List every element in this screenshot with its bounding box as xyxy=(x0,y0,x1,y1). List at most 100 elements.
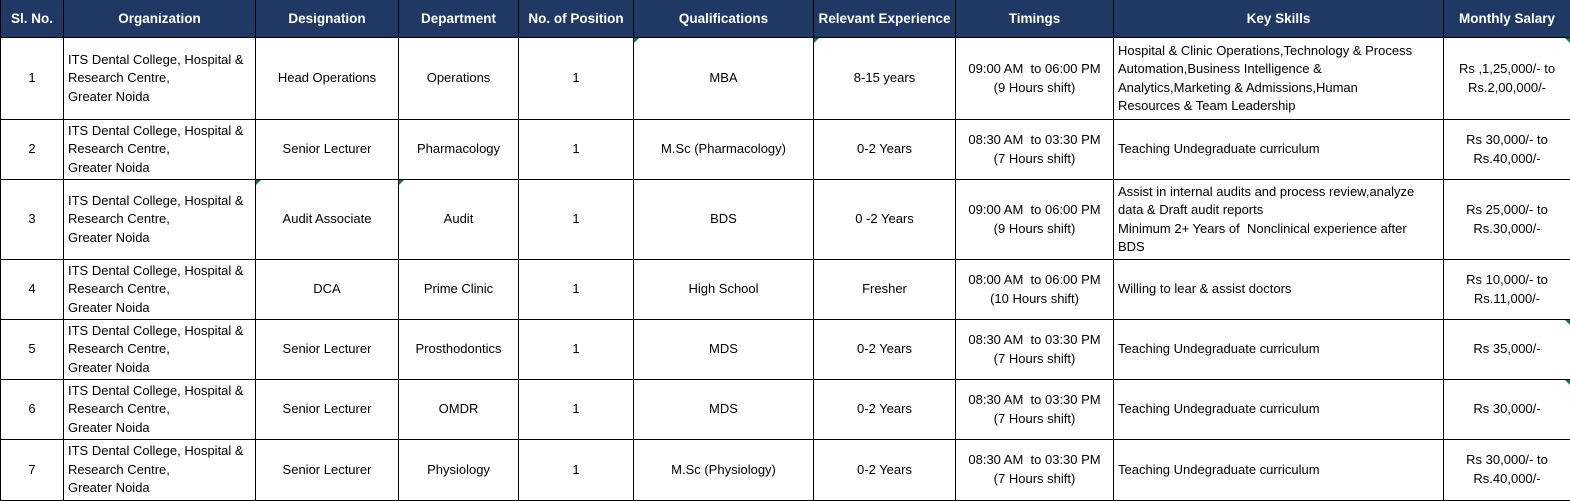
cell-relevant-experience[interactable]: 0-2 Years xyxy=(813,319,956,380)
cell-designation[interactable]: Head Operations xyxy=(255,37,399,120)
cell-sl-no[interactable]: 4 xyxy=(0,259,64,320)
cell-designation[interactable]: Senior Lecturer xyxy=(255,119,399,180)
cell-department[interactable]: Pharmacology xyxy=(398,119,519,180)
cell-relevant-experience[interactable]: 0-2 Years xyxy=(813,379,956,440)
cell-text: Rs 30,000/- xyxy=(1473,401,1541,417)
cell-monthly-salary[interactable]: Rs 35,000/- xyxy=(1443,319,1570,380)
cell-organization[interactable]: ITS Dental College, Hospital & Research … xyxy=(63,179,256,260)
cell-department[interactable]: OMDR xyxy=(398,379,519,440)
cell-text: 0-2 Years xyxy=(857,341,912,357)
cell-relevant-experience[interactable]: 0-2 Years xyxy=(813,439,956,501)
cell-text: Senior Lecturer xyxy=(282,141,372,157)
cell-no-of-position[interactable]: 1 xyxy=(518,379,634,440)
cell-text: Head Operations xyxy=(277,70,377,86)
header-designation[interactable]: Designation xyxy=(255,0,399,38)
error-indicator-icon xyxy=(256,180,261,185)
cell-designation[interactable]: Senior Lecturer xyxy=(255,319,399,380)
cell-key-skills[interactable]: Teaching Undegraduate curriculum xyxy=(1113,439,1444,501)
header-organization[interactable]: Organization xyxy=(63,0,256,38)
cell-key-skills[interactable]: Assist in internal audits and process re… xyxy=(1113,179,1444,260)
cell-qualifications[interactable]: MDS xyxy=(633,379,814,440)
cell-organization[interactable]: ITS Dental College, Hospital & Research … xyxy=(63,119,256,180)
cell-designation[interactable]: Senior Lecturer xyxy=(255,439,399,501)
cell-organization[interactable]: ITS Dental College, Hospital & Research … xyxy=(63,37,256,120)
cell-timings[interactable]: 08:30 AM to 03:30 PM (7 Hours shift) xyxy=(955,319,1114,380)
cell-sl-no[interactable]: 2 xyxy=(0,119,64,180)
cell-text: MDS xyxy=(709,341,738,357)
cell-timings[interactable]: 09:00 AM to 06:00 PM (9 Hours shift) xyxy=(955,37,1114,120)
cell-monthly-salary[interactable]: Rs 30,000/- to Rs.40,000/- xyxy=(1443,439,1570,501)
cell-monthly-salary[interactable]: Rs ,1,25,000/- to Rs.2,00,000/- xyxy=(1443,37,1570,120)
cell-monthly-salary[interactable]: Rs 10,000/- to Rs.11,000/- xyxy=(1443,259,1570,320)
cell-text: 09:00 AM to 06:00 PM (9 Hours shift) xyxy=(968,202,1101,236)
cell-organization[interactable]: ITS Dental College, Hospital & Research … xyxy=(63,439,256,501)
cell-text: Operations xyxy=(426,70,491,86)
cell-qualifications[interactable]: MDS xyxy=(633,319,814,380)
error-indicator-icon xyxy=(1565,38,1570,43)
cell-monthly-salary[interactable]: Rs 25,000/- to Rs.30,000/- xyxy=(1443,179,1570,260)
cell-department[interactable]: Prosthodontics xyxy=(398,319,519,380)
cell-monthly-salary[interactable]: Rs 30,000/- to Rs.40,000/- xyxy=(1443,119,1570,180)
cell-organization[interactable]: ITS Dental College, Hospital & Research … xyxy=(63,319,256,380)
cell-text: 1 xyxy=(572,281,580,297)
cell-relevant-experience[interactable]: 0 -2 Years xyxy=(813,179,956,260)
cell-organization[interactable]: ITS Dental College, Hospital & Research … xyxy=(63,379,256,440)
cell-organization[interactable]: ITS Dental College, Hospital & Research … xyxy=(63,259,256,320)
cell-department[interactable]: Prime Clinic xyxy=(398,259,519,320)
cell-monthly-salary[interactable]: Rs 30,000/- xyxy=(1443,379,1570,440)
cell-text: Willing to lear & assist doctors xyxy=(1118,281,1292,297)
cell-text: BDS xyxy=(710,211,737,227)
cell-text: ITS Dental College, Hospital & Research … xyxy=(68,262,244,315)
cell-timings[interactable]: 08:30 AM to 03:30 PM (7 Hours shift) xyxy=(955,439,1114,501)
cell-qualifications[interactable]: M.Sc (Physiology) xyxy=(633,439,814,501)
header-relevant-experience[interactable]: Relevant Experience xyxy=(813,0,956,38)
header-qualifications[interactable]: Qualifications xyxy=(633,0,814,38)
cell-sl-no[interactable]: 6 xyxy=(0,379,64,440)
cell-department[interactable]: Audit xyxy=(398,179,519,260)
header-key-skills[interactable]: Key Skills xyxy=(1113,0,1444,38)
cell-relevant-experience[interactable]: Fresher xyxy=(813,259,956,320)
cell-relevant-experience[interactable]: 0-2 Years xyxy=(813,119,956,180)
header-department[interactable]: Department xyxy=(398,0,519,38)
cell-key-skills[interactable]: Teaching Undegraduate curriculum xyxy=(1113,119,1444,180)
cell-timings[interactable]: 08:30 AM to 03:30 PM (7 Hours shift) xyxy=(955,119,1114,180)
cell-timings[interactable]: 08:00 AM to 06:00 PM (10 Hours shift) xyxy=(955,259,1114,320)
cell-relevant-experience[interactable]: 8-15 years xyxy=(813,37,956,120)
cell-department[interactable]: Operations xyxy=(398,37,519,120)
cell-qualifications[interactable]: High School xyxy=(633,259,814,320)
cell-text: M.Sc (Pharmacology) xyxy=(661,141,786,157)
header-sl-no[interactable]: Sl. No. xyxy=(0,0,64,38)
cell-sl-no[interactable]: 3 xyxy=(0,179,64,260)
header-timings[interactable]: Timings xyxy=(955,0,1114,38)
cell-key-skills[interactable]: Teaching Undegraduate curriculum xyxy=(1113,379,1444,440)
cell-timings[interactable]: 08:30 AM to 03:30 PM (7 Hours shift) xyxy=(955,379,1114,440)
cell-text: 1 xyxy=(572,141,580,157)
cell-department[interactable]: Physiology xyxy=(398,439,519,501)
cell-no-of-position[interactable]: 1 xyxy=(518,179,634,260)
cell-key-skills[interactable]: Hospital & Clinic Operations,Technology … xyxy=(1113,37,1444,120)
header-no-of-position[interactable]: No. of Position xyxy=(518,0,634,38)
cell-key-skills[interactable]: Teaching Undegraduate curriculum xyxy=(1113,319,1444,380)
cell-sl-no[interactable]: 7 xyxy=(0,439,64,501)
cell-designation[interactable]: Audit Associate xyxy=(255,179,399,260)
cell-key-skills[interactable]: Willing to lear & assist doctors xyxy=(1113,259,1444,320)
cell-no-of-position[interactable]: 1 xyxy=(518,319,634,380)
cell-sl-no[interactable]: 5 xyxy=(0,319,64,380)
cell-no-of-position[interactable]: 1 xyxy=(518,259,634,320)
cell-sl-no[interactable]: 1 xyxy=(0,37,64,120)
cell-text: DCA xyxy=(313,281,341,297)
cell-no-of-position[interactable]: 1 xyxy=(518,37,634,120)
cell-no-of-position[interactable]: 1 xyxy=(518,119,634,180)
cell-text: ITS Dental College, Hospital & Research … xyxy=(68,322,244,375)
cell-qualifications[interactable]: MBA xyxy=(633,37,814,120)
cell-text: 5 xyxy=(28,341,36,357)
cell-designation[interactable]: Senior Lecturer xyxy=(255,379,399,440)
cell-qualifications[interactable]: BDS xyxy=(633,179,814,260)
cell-text: ITS Dental College, Hospital & Research … xyxy=(68,192,244,245)
cell-qualifications[interactable]: M.Sc (Pharmacology) xyxy=(633,119,814,180)
cell-designation[interactable]: DCA xyxy=(255,259,399,320)
cell-no-of-position[interactable]: 1 xyxy=(518,439,634,501)
header-monthly-salary[interactable]: Monthly Salary xyxy=(1443,0,1570,38)
cell-timings[interactable]: 09:00 AM to 06:00 PM (9 Hours shift) xyxy=(955,179,1114,260)
